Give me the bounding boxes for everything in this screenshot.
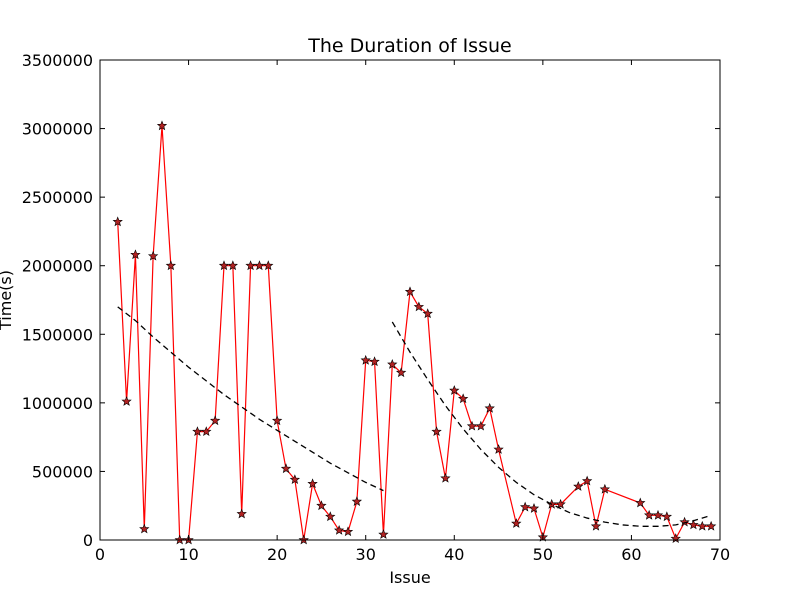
data-point — [457, 393, 469, 404]
data-point — [147, 250, 159, 261]
data-point — [449, 385, 460, 395]
x-axis-title: Issue — [389, 568, 430, 587]
data-point — [112, 216, 123, 227]
data-point — [431, 426, 442, 437]
data-point — [236, 508, 247, 519]
data-point — [635, 497, 646, 508]
data-point — [590, 520, 602, 531]
data-point — [307, 478, 318, 489]
data-point — [227, 260, 239, 271]
x-tick-label: 60 — [621, 545, 641, 564]
data-point — [573, 481, 584, 491]
data-point — [697, 520, 708, 531]
data-point — [422, 308, 433, 319]
data-point — [670, 533, 681, 544]
y-tick-label: 1500000 — [22, 325, 93, 344]
plot-frame — [99, 59, 721, 541]
data-point — [404, 286, 416, 297]
data-point — [661, 511, 673, 522]
data-point — [360, 354, 371, 365]
data-point — [271, 415, 283, 426]
data-point — [688, 519, 699, 530]
data-point — [484, 402, 495, 413]
data-point — [121, 396, 132, 406]
data-point — [209, 415, 221, 426]
x-tick-label: 0 — [95, 545, 105, 564]
data-point — [263, 260, 274, 271]
data-point — [192, 426, 203, 437]
data-point — [475, 420, 487, 431]
data-point — [413, 301, 425, 312]
y-tick-label: 3000000 — [22, 120, 93, 139]
data-point — [325, 511, 336, 522]
data-point — [599, 483, 611, 494]
data-point — [581, 475, 593, 486]
data-point — [351, 496, 363, 506]
y-tick-label: 2000000 — [22, 257, 93, 276]
y-tick-label: 2500000 — [22, 188, 93, 207]
data-point — [201, 426, 212, 437]
data-point — [679, 516, 690, 527]
chart-title: The Duration of Issue — [307, 35, 511, 57]
trend-line — [117, 306, 384, 492]
data-point — [156, 120, 168, 131]
y-tick-label: 1000000 — [22, 394, 93, 413]
data-point — [643, 509, 655, 520]
x-tick-label: 40 — [444, 545, 464, 564]
data-point — [395, 367, 407, 378]
data-point — [245, 260, 256, 271]
data-point — [705, 520, 717, 531]
data-point — [528, 503, 540, 513]
data-point — [139, 523, 150, 534]
data-point — [289, 474, 301, 485]
data-point — [369, 356, 380, 367]
plot-area — [112, 120, 717, 545]
data-point — [316, 500, 327, 511]
data-point — [165, 260, 177, 271]
data-point — [218, 260, 230, 271]
data-point — [280, 463, 292, 474]
data-point — [130, 249, 141, 260]
x-tick-label: 10 — [178, 545, 198, 564]
data-point — [519, 501, 531, 512]
data-point — [466, 420, 478, 431]
trend-line — [391, 321, 712, 527]
y-axis-title: Time(s) — [0, 270, 15, 331]
y-tick-label: 500000 — [32, 462, 93, 481]
data-point — [652, 509, 664, 520]
data-point — [342, 526, 354, 537]
y-tick-label: 0 — [83, 531, 93, 550]
data-point — [493, 444, 504, 454]
x-tick-label: 30 — [356, 545, 376, 564]
data-point — [511, 518, 522, 528]
data-point — [378, 529, 389, 539]
y-tick-label: 3500000 — [22, 51, 93, 70]
data-point — [555, 498, 566, 509]
data-point — [333, 524, 345, 535]
data-point — [254, 260, 265, 271]
data-point — [387, 359, 398, 369]
x-tick-label: 70 — [710, 545, 730, 564]
x-tick-label: 20 — [267, 545, 287, 564]
data-point — [440, 472, 451, 483]
x-tick-label: 50 — [533, 545, 553, 564]
